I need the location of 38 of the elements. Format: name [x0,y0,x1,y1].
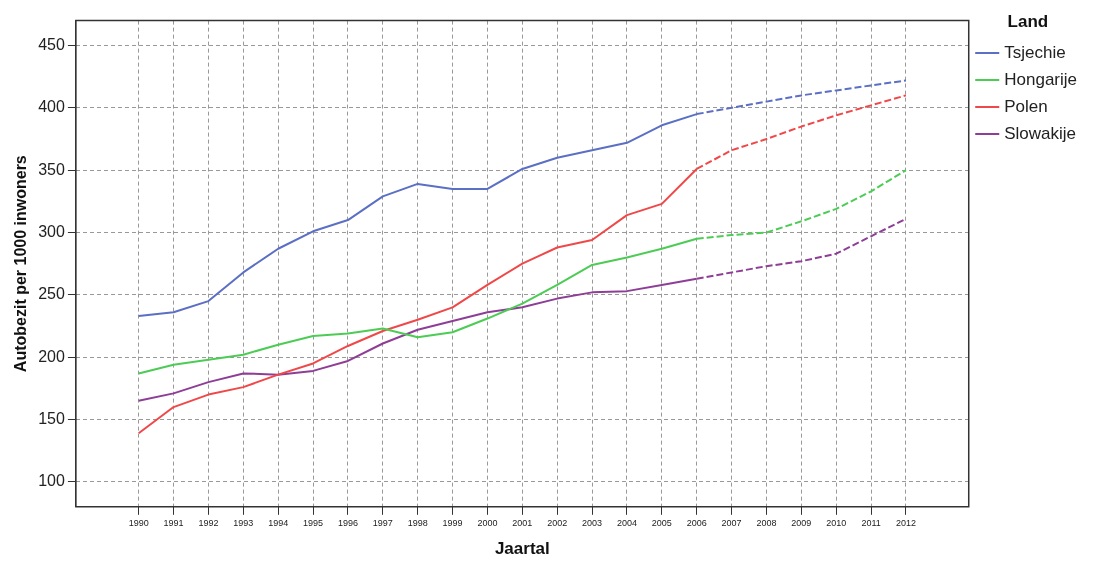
x-tick-label: 1992 [198,517,219,528]
x-tick-label: 1998 [407,517,428,528]
x-tick-label: 2006 [686,517,707,528]
y-tick-label: 100 [38,472,65,490]
x-axis-title: Jaartal [494,539,550,559]
x-tick-label: 1997 [372,517,393,528]
y-tick-label: 250 [38,285,65,303]
x-tick-label: 1990 [128,517,149,528]
y-tick-label: 400 [38,98,65,116]
y-tick-label: 200 [38,347,65,365]
x-tick-label: 2008 [756,517,777,528]
x-tick-label: 1994 [268,517,289,528]
y-tick-label: 300 [38,222,65,240]
x-tick-label: 2000 [477,517,498,528]
y-tick-label: 350 [38,160,65,178]
y-tick-label: 450 [38,35,65,53]
legend-label: Slowakije [1004,123,1077,143]
x-tick-label: 2011 [861,517,881,528]
x-tick-label: 1996 [337,517,358,528]
legend-label: Tsjechie [1004,42,1066,62]
legend-title: Land [1007,12,1049,32]
x-tick-label: 1999 [442,517,463,528]
x-tick-label: 1993 [233,517,254,528]
x-tick-label: 2012 [895,517,916,528]
x-tick-label: 2003 [582,517,603,528]
x-tick-label: 2002 [547,517,568,528]
legend-label: Polen [1004,96,1048,116]
y-tick-label: 150 [38,409,65,427]
x-tick-label: 2004 [616,517,637,528]
x-tick-label: 2009 [791,517,812,528]
y-axis-title: Autobezit per 1000 inwoners [12,155,30,373]
x-tick-label: 1991 [163,517,184,528]
x-tick-label: 2005 [651,517,672,528]
legend-label: Hongarije [1004,69,1077,89]
x-tick-label: 2010 [826,517,847,528]
x-tick-label: 2007 [721,517,742,528]
x-tick-label: 1995 [303,517,324,528]
x-tick-label: 2001 [512,517,533,528]
